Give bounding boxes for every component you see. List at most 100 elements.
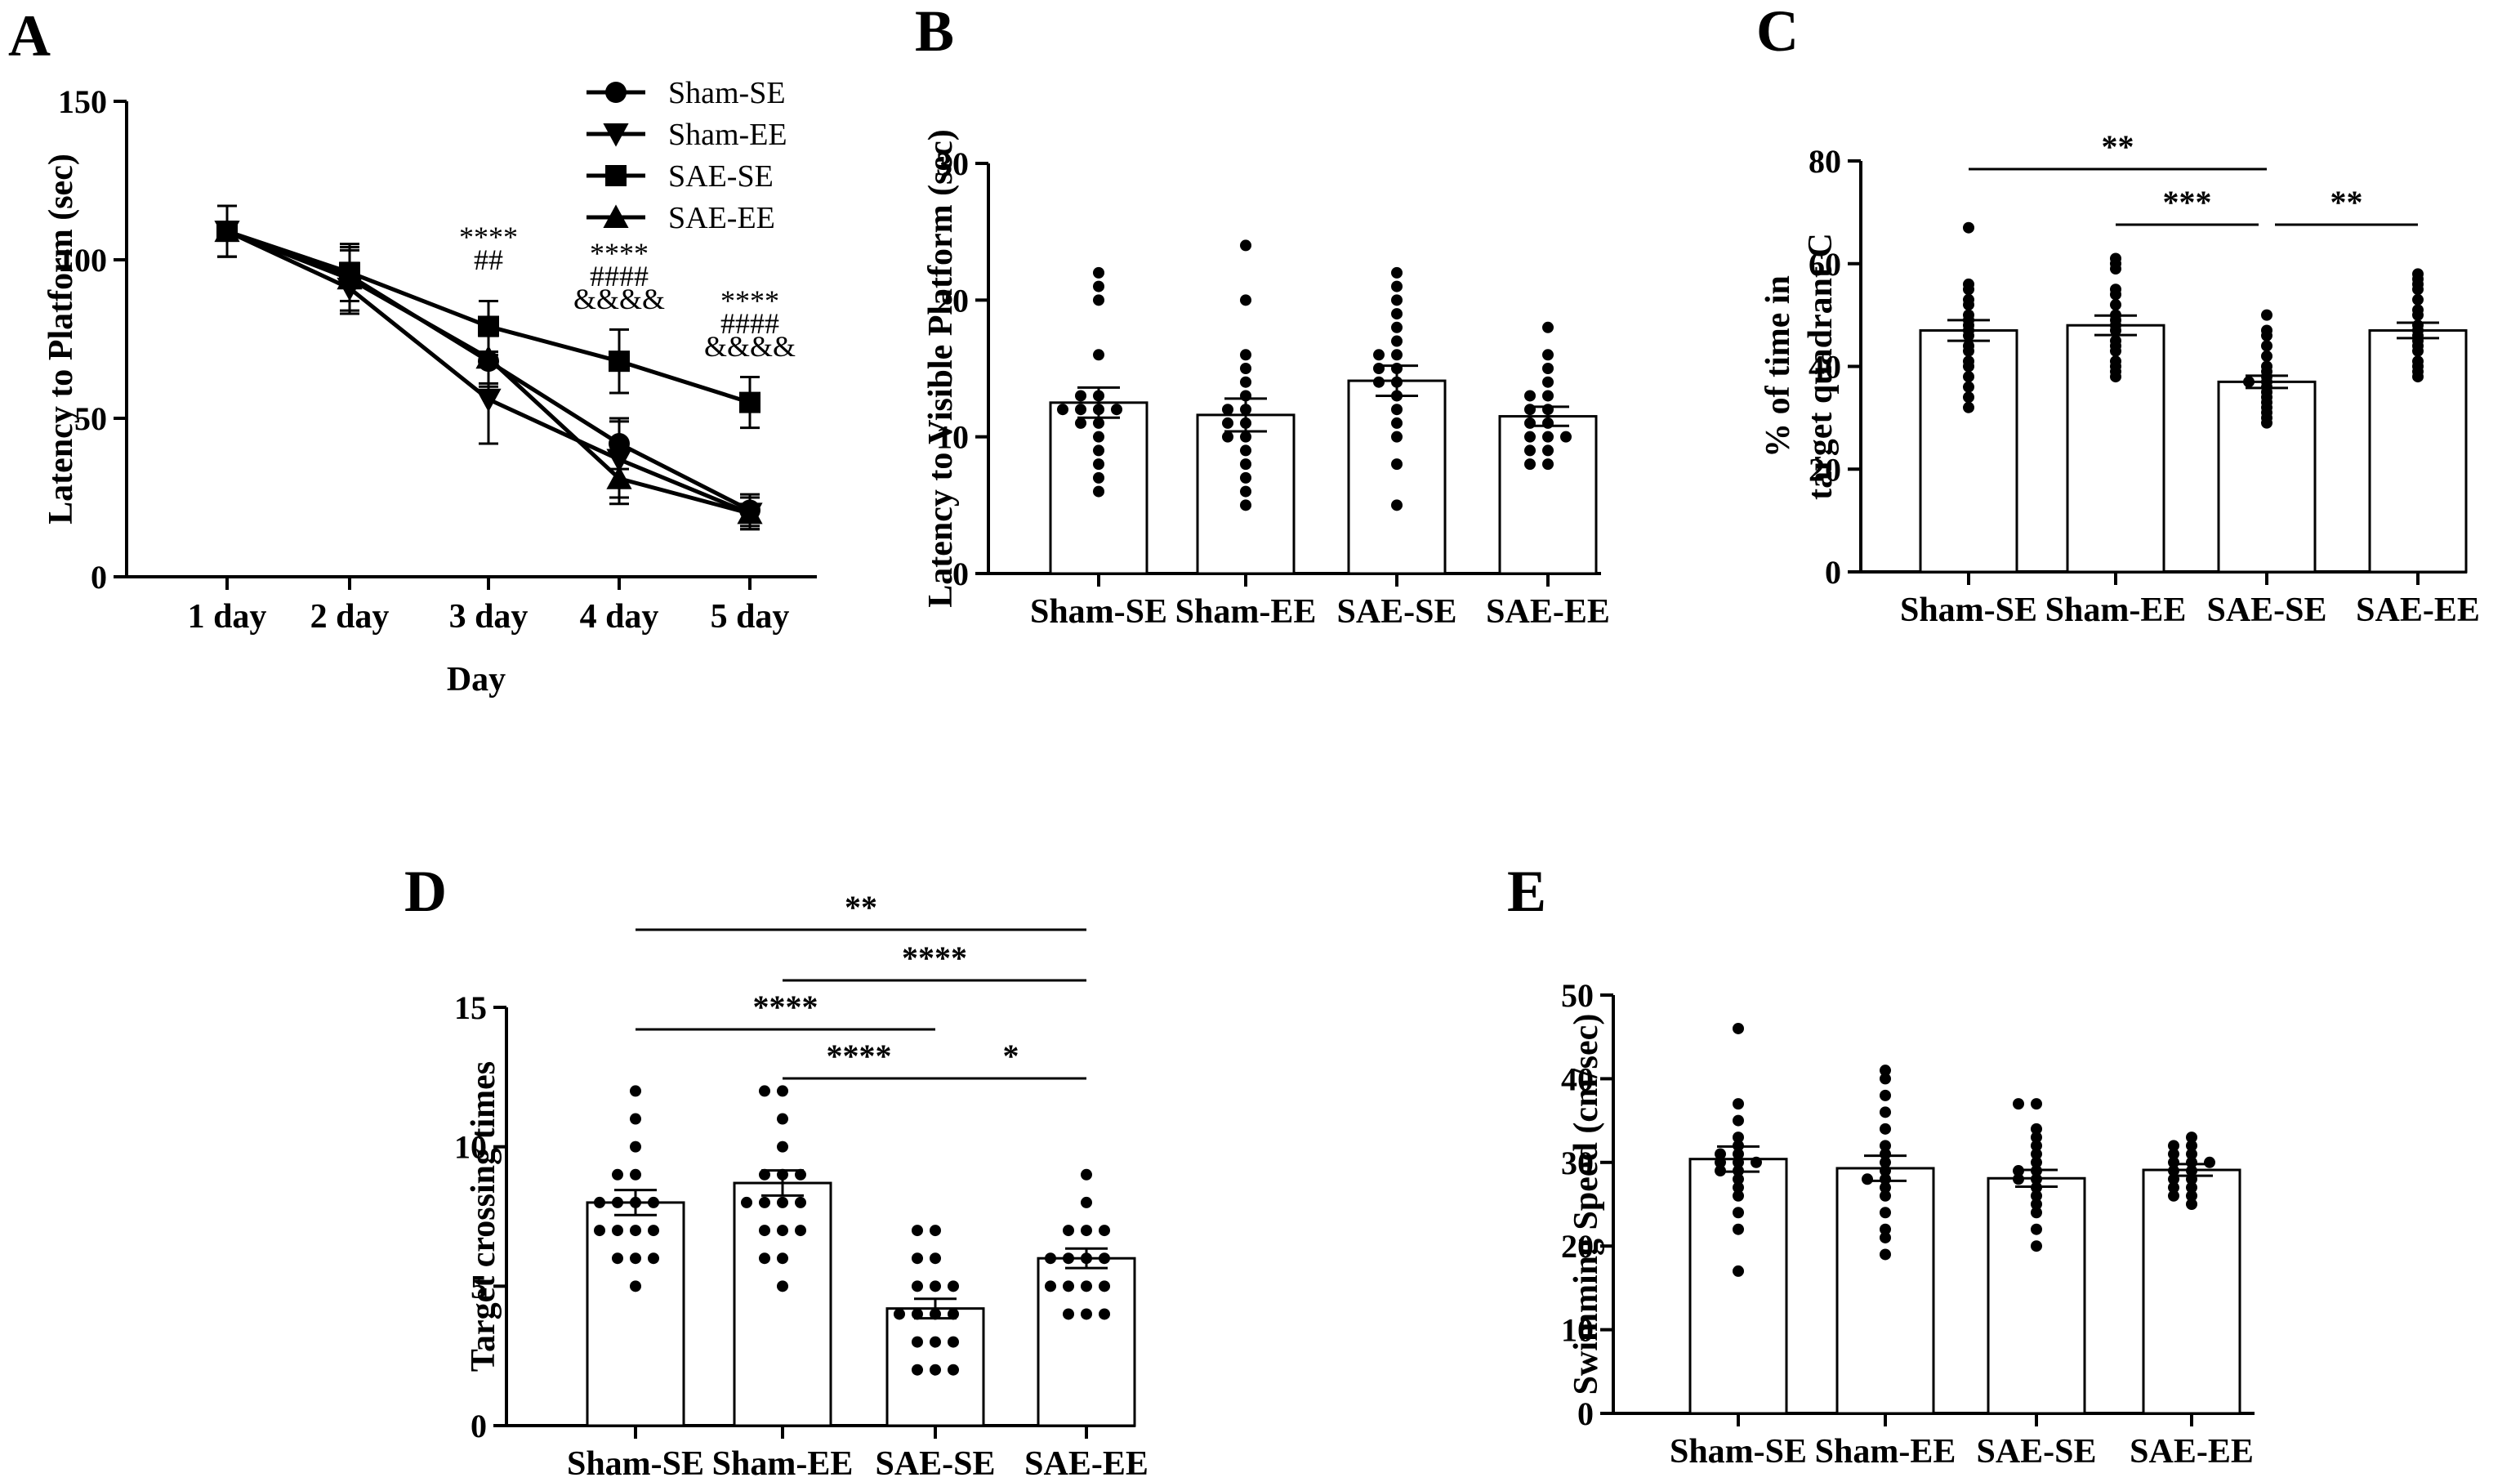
y-axis-label: Latency to Visible Platform (sec) — [922, 129, 960, 608]
data-point — [1524, 458, 1536, 471]
data-point — [2186, 1199, 2197, 1210]
data-point — [609, 350, 630, 373]
x-tick-label: SAE-SE — [1976, 1433, 2096, 1471]
data-point — [1391, 294, 1403, 306]
data-point — [1560, 431, 1572, 443]
data-point — [2261, 309, 2272, 321]
data-point — [1222, 417, 1233, 429]
data-point — [1093, 417, 1104, 429]
data-point — [1862, 1173, 1873, 1185]
data-point — [777, 1252, 788, 1265]
data-point — [2412, 283, 2424, 296]
data-point — [759, 1252, 770, 1265]
data-point — [2186, 1132, 2197, 1144]
data-point — [759, 1196, 770, 1208]
bar — [586, 1201, 685, 1427]
data-point — [1733, 1173, 1744, 1185]
x-tick-label: SAE-EE — [2356, 591, 2480, 629]
data-point — [1963, 283, 1974, 296]
data-point — [912, 1280, 923, 1292]
data-point — [1081, 1168, 1092, 1181]
data-point — [1733, 1022, 1744, 1034]
data-point — [739, 391, 760, 413]
y-tick-label: 10 — [1561, 1312, 1594, 1349]
significance-label: **** — [902, 940, 967, 976]
data-point — [1391, 458, 1403, 471]
data-point — [948, 1308, 959, 1320]
x-tick-label: SAE-EE — [2130, 1433, 2254, 1471]
data-point — [1542, 321, 1554, 333]
significance-label: ** — [2102, 128, 2134, 165]
data-point — [737, 500, 763, 525]
x-tick-label: SAE-EE — [1486, 593, 1610, 631]
data-point — [630, 1280, 641, 1292]
x-tick-label: Sham-EE — [1815, 1433, 1956, 1471]
data-point — [1240, 239, 1251, 252]
data-point — [648, 1196, 659, 1208]
data-point — [1093, 294, 1104, 306]
y-axis-label: Latency to Platform (sec) — [42, 154, 80, 525]
data-point — [1391, 417, 1403, 429]
data-point — [1542, 458, 1554, 471]
data-point — [1081, 1196, 1092, 1208]
data-point — [2412, 345, 2424, 357]
y-axis-label: Target crossing times — [465, 1061, 502, 1372]
data-point — [1880, 1190, 1891, 1202]
y-tick-label: 0 — [91, 559, 107, 596]
data-point — [1733, 1114, 1744, 1127]
data-point — [2031, 1207, 2042, 1219]
data-point — [1093, 266, 1104, 279]
data-point — [1093, 471, 1104, 484]
data-point — [2261, 329, 2272, 341]
data-point — [1111, 404, 1122, 416]
data-point — [2412, 293, 2424, 306]
data-point — [1880, 1231, 1891, 1243]
data-point — [2110, 345, 2121, 357]
data-point — [1045, 1252, 1056, 1265]
data-point — [1075, 417, 1086, 429]
x-tick-label: Sham-EE — [712, 1445, 854, 1482]
data-point — [2168, 1181, 2179, 1194]
y-axis-label: % of time in — [1760, 275, 1797, 458]
legend-label: Sham-EE — [668, 118, 787, 152]
data-point — [1081, 1308, 1092, 1320]
data-point — [1240, 458, 1251, 471]
data-point — [1880, 1207, 1891, 1219]
data-point — [594, 1196, 605, 1208]
data-point — [1240, 363, 1251, 374]
data-point — [1240, 294, 1251, 306]
data-point — [1733, 1265, 1744, 1277]
data-point — [1240, 471, 1251, 484]
significance-annotation: #### — [590, 260, 649, 292]
data-point — [1963, 401, 1974, 413]
significance-annotation: &&&& — [573, 283, 665, 315]
panel-d: D 0 5 10 15 Target crossing times Sham-SE Sham-… — [404, 859, 1148, 1482]
data-point — [1391, 280, 1403, 292]
y-tick-label: 20 — [1809, 451, 1841, 488]
data-point — [1542, 390, 1554, 402]
legend-label: SAE-EE — [668, 201, 775, 235]
data-point — [2031, 1156, 2042, 1168]
data-point — [594, 1225, 605, 1237]
data-point — [1963, 371, 1974, 383]
data-point — [1240, 485, 1251, 498]
data-point — [777, 1196, 788, 1208]
data-point — [1880, 1089, 1891, 1101]
data-point — [2031, 1190, 2042, 1202]
data-point — [1880, 1065, 1891, 1077]
data-point — [948, 1336, 959, 1348]
legend-marker — [605, 165, 627, 186]
data-point — [1524, 417, 1536, 429]
y-tick-label: 5 — [471, 1268, 487, 1305]
bar — [1835, 1167, 1935, 1415]
y-tick-label: 0 — [1577, 1395, 1594, 1432]
data-point — [2204, 1156, 2215, 1168]
data-point — [2031, 1123, 2042, 1135]
data-point — [1391, 321, 1403, 333]
data-point — [1963, 345, 1974, 357]
data-point — [1733, 1181, 1744, 1194]
data-point — [912, 1308, 923, 1320]
